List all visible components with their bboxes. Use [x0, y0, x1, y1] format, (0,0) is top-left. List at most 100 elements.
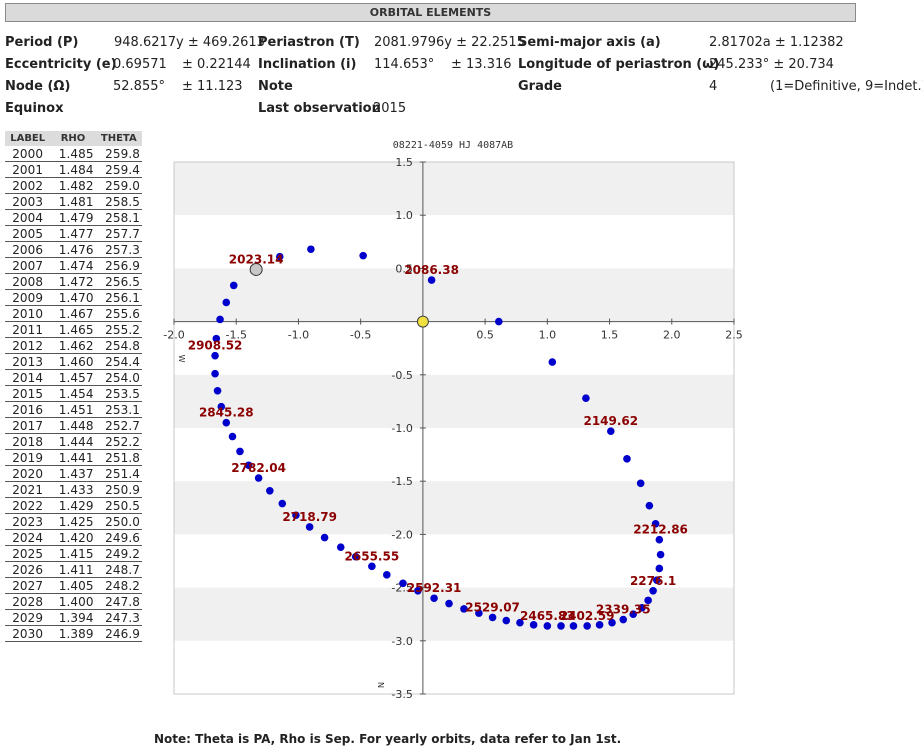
x-tick-label: -0.5: [350, 329, 371, 342]
orbit-point: [529, 621, 538, 629]
period-label: Period (P): [5, 35, 79, 50]
orbit-point: [608, 618, 616, 627]
table-row: 2008 1.472 256.5: [5, 273, 142, 290]
orbit-point: [383, 571, 391, 579]
theta-cell: 253.1: [95, 401, 142, 418]
epoch-label: 2529.07: [465, 600, 520, 614]
y-tick-label: -2.0: [391, 528, 412, 541]
orbit-point: [582, 394, 590, 403]
table-row: 2009 1.470 256.1: [5, 289, 142, 306]
label-cell: 2002: [5, 177, 51, 194]
label-cell: 2007: [5, 257, 51, 274]
orbit-point: [653, 576, 661, 584]
orbit-point: [236, 447, 244, 456]
rho-cell: 1.389: [50, 625, 96, 642]
rho-cell: 1.472: [50, 273, 96, 290]
table-row: 2025 1.415 249.2: [5, 545, 142, 562]
rho-cell: 1.405: [50, 577, 96, 594]
x-tick-label: -2.0: [163, 329, 184, 342]
grade-label: Grade: [518, 79, 562, 94]
y-tick-label: 1.0: [395, 209, 413, 222]
ephemeris-header-row: LABEL RHO THETA: [5, 131, 142, 146]
rho-cell: 1.429: [50, 497, 96, 514]
label-cell: 2021: [5, 481, 51, 498]
table-row: 2018 1.444 252.2: [5, 433, 142, 450]
rho-cell: 1.462: [50, 337, 96, 354]
elements-row-2: Eccentricity (e) 0.69571 ± 0.22144 Incli…: [0, 54, 923, 76]
epoch-label: 2655.55: [345, 549, 400, 563]
table-row: 2013 1.460 254.4: [5, 353, 142, 370]
rho-cell: 1.481: [50, 193, 96, 210]
orbit-point: [211, 369, 219, 378]
label-cell: 2000: [5, 146, 51, 162]
theta-cell: 250.0: [95, 513, 142, 530]
table-row: 2027 1.405 248.2: [5, 577, 142, 594]
epoch-label: 2212.86: [633, 523, 688, 537]
label-cell: 2018: [5, 433, 51, 450]
orbit-point: [414, 586, 422, 595]
table-row: 2015 1.454 253.5: [5, 385, 142, 402]
rho-cell: 1.425: [50, 513, 96, 530]
orbit-point: [222, 418, 231, 427]
rho-cell: 1.485: [50, 146, 96, 162]
semimajor-value: 2.81702a ± 1.12382: [709, 35, 844, 50]
longitude-value: 245.233° ± 20.734: [709, 57, 834, 72]
orbit-point: [656, 550, 665, 559]
eccentricity-label: Eccentricity (e): [5, 57, 117, 72]
primary-star-marker: [416, 315, 429, 328]
label-cell: 2020: [5, 465, 51, 482]
y-tick-label: -3.5: [391, 688, 412, 701]
theta-cell: 249.6: [95, 529, 142, 546]
orbit-point: [307, 245, 315, 254]
theta-cell: 259.0: [95, 177, 142, 194]
x-tick-label: 2.0: [663, 329, 681, 342]
theta-cell: 255.2: [95, 321, 142, 338]
y-tick-label: -2.5: [391, 582, 412, 595]
label-cell: 2026: [5, 561, 51, 578]
orbit-point: [217, 402, 226, 411]
epoch-label: 2592.31: [407, 581, 462, 595]
inclination-label: Inclination (i): [258, 57, 357, 72]
orbit-point: [292, 511, 300, 520]
y-tick-label: 0.5: [395, 262, 413, 275]
theta-cell: 246.9: [95, 625, 142, 642]
x-tick-label: 2.5: [725, 329, 743, 342]
theta-cell: 258.5: [95, 193, 142, 210]
label-cell: 2005: [5, 225, 51, 242]
table-row: 2030 1.389 246.9: [5, 625, 142, 642]
grid-band: [174, 428, 734, 482]
y-tick-label: -3.0: [391, 635, 412, 648]
ephemeris-body: 2000 1.485 259.8 2001 1.484 259.4 2002 1.482 259…: [5, 146, 142, 642]
table-row: 2000 1.485 259.8: [5, 146, 142, 162]
theta-cell: 257.3: [95, 241, 142, 258]
note-label: Note: [258, 79, 293, 94]
eccentricity-value: 0.69571: [113, 57, 167, 72]
theta-cell: 250.5: [95, 497, 142, 514]
table-row: 2020 1.437 251.4: [5, 465, 142, 482]
table-row: 2028 1.400 247.8: [5, 593, 142, 610]
column-header-rho: RHO: [50, 131, 96, 146]
table-row: 2022 1.429 250.5: [5, 497, 142, 514]
table-row: 2004 1.479 258.1: [5, 209, 142, 226]
current-position-marker: [249, 262, 263, 276]
label-cell: 2009: [5, 289, 51, 306]
theta-cell: 248.7: [95, 561, 142, 578]
rho-cell: 1.394: [50, 609, 96, 626]
grid-band: [174, 321, 734, 375]
epoch-label: 2276.1: [630, 574, 676, 588]
table-row: 2010 1.467 255.6: [5, 305, 142, 322]
grid-band: [174, 215, 734, 269]
orbit-point: [655, 564, 664, 573]
orbit-point: [430, 594, 438, 603]
label-cell: 2006: [5, 241, 51, 258]
periastron-value: 2081.9796y ± 22.2515: [374, 35, 525, 50]
rho-cell: 1.441: [50, 449, 96, 466]
grid-band: [174, 374, 734, 428]
y-axis-label: N: [376, 682, 385, 688]
eccentricity-error: ± 0.22144: [182, 57, 251, 72]
theta-cell: 247.3: [95, 609, 142, 626]
grade-legend: (1=Definitive, 9=Indet.): [770, 79, 923, 94]
inclination-value: 114.653°: [374, 57, 435, 72]
orbit-point: [548, 358, 557, 366]
rho-cell: 1.400: [50, 593, 96, 610]
